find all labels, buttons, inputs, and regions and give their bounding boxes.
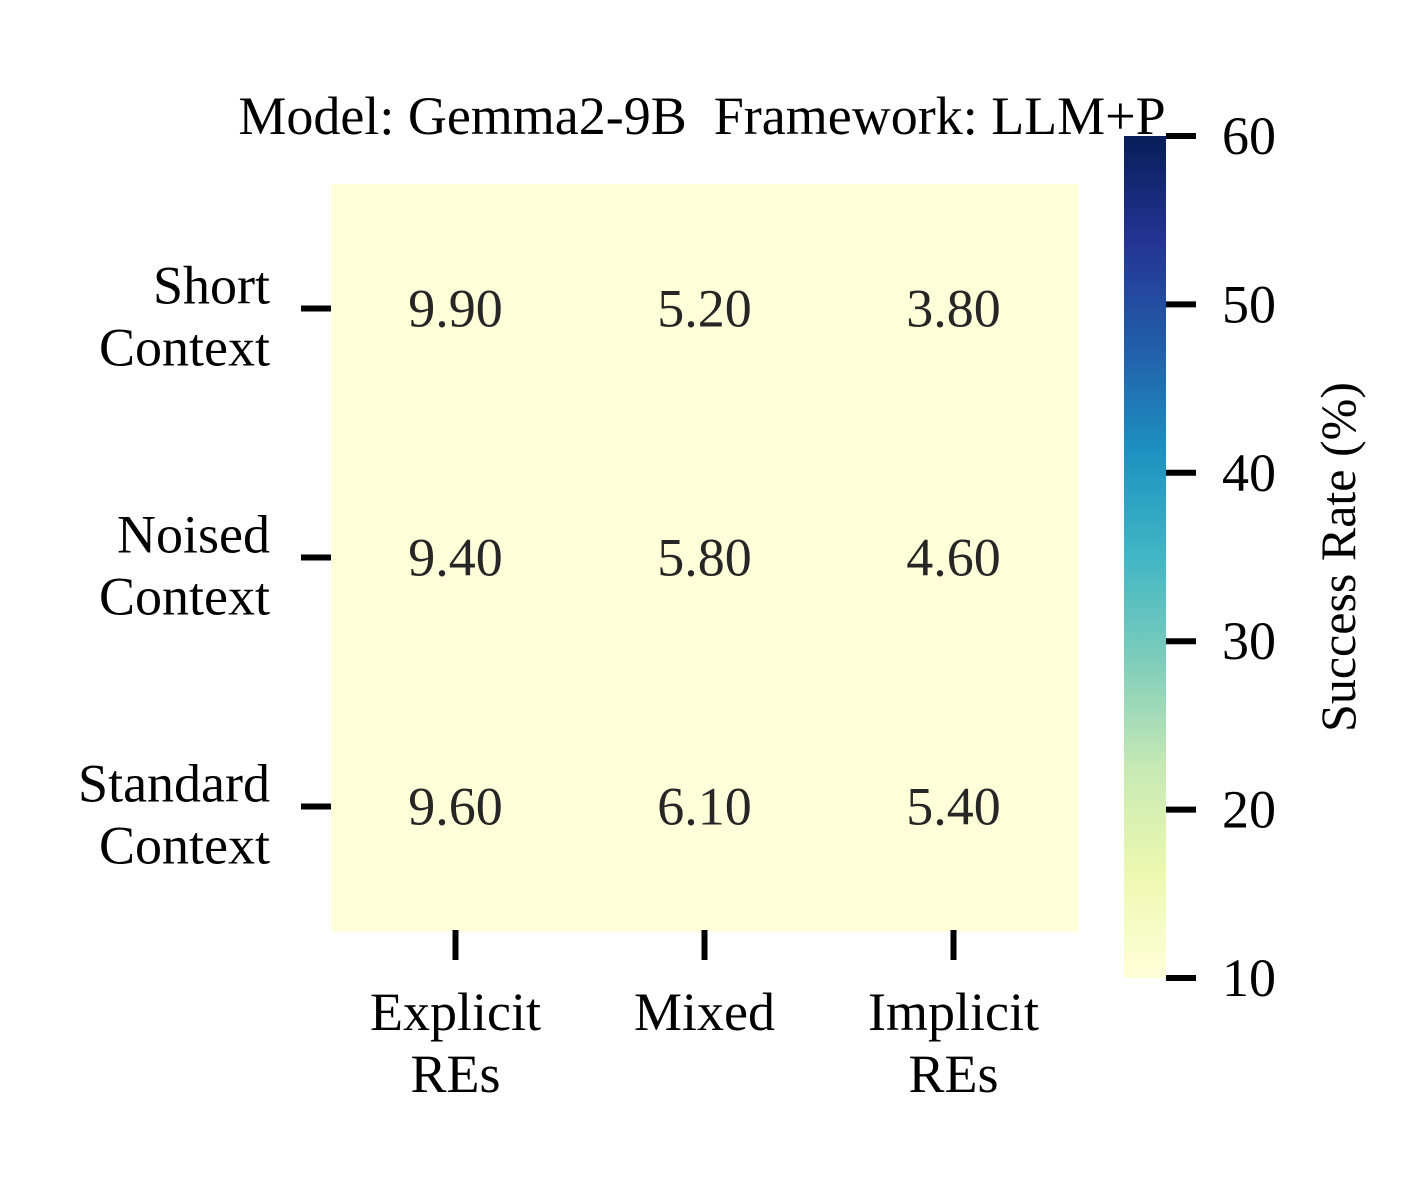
heatmap-cell — [580, 433, 830, 683]
y-tick-label: Short Context — [99, 256, 270, 378]
x-tick-label: Explicit REs — [370, 982, 541, 1104]
heatmap-cell — [331, 433, 581, 683]
x-tick-label: Implicit REs — [868, 982, 1039, 1104]
y-tick-label-line: Context — [99, 816, 270, 876]
x-tick-label: Mixed — [634, 982, 775, 1042]
y-tick-label-line: Standard — [78, 754, 270, 814]
cell-annotations: 9.90 5.20 3.80 9.40 5.80 4.60 9.60 6.10 5.40 — [408, 279, 1001, 837]
colorbar-ticks: 10 20 30 40 50 60 — [1166, 106, 1276, 1008]
colorbar-tick-label: 10 — [1222, 948, 1276, 1008]
x-tick-label-line: Implicit — [868, 982, 1039, 1042]
heatmap-cell — [331, 184, 581, 434]
y-tick-label-line: Noised — [117, 505, 270, 565]
colorbar-tick-label: 20 — [1222, 780, 1276, 840]
cell-value-label: 5.40 — [906, 777, 1001, 837]
heatmap-cell — [580, 682, 830, 932]
heatmap-cell — [829, 682, 1079, 932]
x-tick-label-line: Explicit — [370, 982, 541, 1042]
heatmap-cell — [829, 433, 1079, 683]
cell-value-label: 6.10 — [657, 777, 752, 837]
cell-value-label: 5.20 — [657, 279, 752, 339]
cell-value-label: 9.90 — [408, 279, 503, 339]
y-tick-label-line: Context — [99, 567, 270, 627]
colorbar-tick-label: 30 — [1222, 611, 1276, 671]
x-tick-label-line: REs — [410, 1044, 500, 1104]
y-tick-label: Standard Context — [78, 754, 270, 876]
cell-value-label: 9.40 — [408, 528, 503, 588]
colorbar: 10 20 30 40 50 60 Success Rate (%) — [1124, 106, 1366, 1008]
cell-value-label: 3.80 — [906, 279, 1001, 339]
x-tick-label-line: Mixed — [634, 982, 775, 1042]
colorbar-tick-label: 50 — [1222, 274, 1276, 334]
y-tick-label-line: Short — [153, 256, 270, 316]
colorbar-tick-label: 60 — [1222, 106, 1276, 166]
y-tick-label: Noised Context — [99, 505, 270, 627]
colorbar-gradient — [1124, 136, 1166, 978]
chart-title: Model: Gemma2-9B Framework: LLM+P — [238, 86, 1165, 146]
cell-value-label: 5.80 — [657, 528, 752, 588]
colorbar-label: Success Rate (%) — [1310, 382, 1366, 732]
heatmap-cells — [331, 184, 1079, 932]
cell-value-label: 9.60 — [408, 777, 503, 837]
y-tick-label-line: Context — [99, 318, 270, 378]
x-tick-label-line: REs — [908, 1044, 998, 1104]
heatmap-cell — [829, 184, 1079, 434]
heatmap-cell — [580, 184, 830, 434]
colorbar-tick-label: 40 — [1222, 443, 1276, 503]
heatmap-cell — [331, 682, 581, 932]
cell-value-label: 4.60 — [906, 528, 1001, 588]
